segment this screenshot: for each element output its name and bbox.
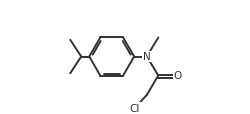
Text: N: N [142,52,150,62]
Text: O: O [173,71,181,81]
Text: Cl: Cl [129,103,139,113]
